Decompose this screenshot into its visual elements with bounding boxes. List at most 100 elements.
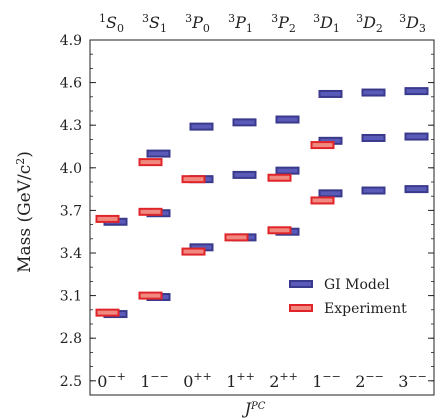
- experiment-marker: [267, 173, 292, 182]
- bottom-label-j: 3: [398, 372, 408, 391]
- top-label-sub: 1: [333, 22, 340, 35]
- top-label-sub: 1: [246, 22, 253, 35]
- y-tick-label: 3.1: [60, 289, 82, 305]
- bottom-label: 0++: [183, 370, 212, 391]
- top-label-sub: 2: [289, 22, 296, 35]
- y-axis-label: Mass (GeV/c2): [14, 151, 36, 273]
- top-label-sup: 3: [185, 12, 192, 25]
- top-label-sup: 1: [99, 12, 106, 25]
- bottom-labels: 0−+ 1−− 0++ 1++ 2++ 1−− 2−− 3−−: [97, 370, 427, 391]
- bottom-label-j: 1: [140, 372, 150, 391]
- top-label-base: P: [234, 13, 246, 32]
- top-label-sub: 0: [203, 22, 210, 35]
- top-label-base: P: [277, 13, 289, 32]
- plot-frame: [89, 39, 435, 396]
- experiment-marker: [224, 233, 249, 242]
- top-label: 3P2: [271, 12, 296, 35]
- y-tick-label: 3.7: [60, 203, 82, 219]
- bottom-label-pc: −+: [107, 370, 125, 383]
- top-label-sup: 3: [356, 12, 363, 25]
- gi-model-marker: [189, 122, 214, 131]
- bottom-label: 1−−: [140, 370, 169, 391]
- top-label-base: S: [106, 13, 117, 32]
- experiment-marker: [267, 226, 292, 235]
- bottom-label-pc: −−: [408, 370, 426, 383]
- experiment-marker: [95, 214, 120, 223]
- bottom-label-pc: ++: [236, 370, 254, 383]
- tick-layer: 2.5 2.8 3.1 3.4 3.7 4.0 4.3 4.6 4.9: [60, 33, 434, 390]
- bottom-label: 1−−: [312, 370, 341, 391]
- gi-model-marker: [404, 185, 429, 194]
- gi-model-marker: [232, 118, 257, 127]
- bottom-label-pc: ++: [193, 370, 211, 383]
- top-label-sub: 0: [117, 22, 124, 35]
- legend-label: Experiment: [324, 301, 407, 317]
- top-label-sub: 3: [419, 22, 426, 35]
- top-label: 3D3: [399, 12, 426, 35]
- top-label-sub: 2: [376, 22, 383, 35]
- gi-model-marker: [275, 115, 300, 124]
- bottom-label: 1++: [226, 370, 255, 391]
- top-label-sup: 3: [228, 12, 235, 25]
- top-label-base: D: [362, 13, 376, 32]
- bottom-label-j: 0: [97, 372, 107, 391]
- experiment-marker: [95, 308, 120, 317]
- bottom-label: 2++: [269, 370, 298, 391]
- top-label: 3S1: [142, 12, 167, 35]
- bottom-label-j: 0: [183, 372, 193, 391]
- gi-model-marker: [361, 186, 386, 195]
- gi-model-marker: [318, 189, 343, 198]
- y-tick-label: 4.3: [60, 118, 82, 134]
- top-label: 3D1: [313, 12, 340, 35]
- top-label: 3P0: [185, 12, 210, 35]
- experiment-marker: [138, 158, 163, 167]
- experiment-marker: [138, 207, 163, 216]
- top-label-sup: 3: [313, 12, 320, 25]
- bottom-label-j: 1: [312, 372, 322, 391]
- gi-model-marker: [361, 133, 386, 142]
- top-label: 3P1: [228, 12, 253, 35]
- top-label-sup: 3: [271, 12, 278, 25]
- gi-model-marker: [361, 88, 386, 97]
- bottom-label: 0−+: [97, 370, 126, 391]
- bottom-label-j: 1: [226, 372, 236, 391]
- bottom-label: 2−−: [355, 370, 384, 391]
- y-tick-label: 2.8: [60, 331, 82, 347]
- top-label-base: P: [191, 13, 203, 32]
- bottom-label-j: 2: [355, 372, 365, 391]
- gi-model-marker: [275, 166, 300, 175]
- experiment-marker: [181, 247, 206, 256]
- experiment-marker: [138, 291, 163, 300]
- bottom-label-pc: −−: [365, 370, 383, 383]
- y-tick-label: 4.0: [60, 161, 82, 177]
- legend-label: GI Model: [324, 277, 390, 293]
- top-label: 1S0: [99, 12, 124, 35]
- gi-model-marker: [404, 87, 429, 96]
- gi-model-marker: [232, 170, 257, 179]
- legend: GI Model Experiment: [289, 277, 407, 317]
- legend-swatch: [289, 280, 313, 288]
- y-tick-label: 4.9: [60, 33, 82, 49]
- experiment-marker: [181, 175, 206, 184]
- top-label-sup: 3: [142, 12, 149, 25]
- y-tick-label: 3.4: [60, 246, 82, 262]
- y-tick-label: 4.6: [60, 76, 82, 92]
- gi-model-marker: [404, 132, 429, 141]
- bottom-label-pc: −−: [322, 370, 340, 383]
- gi-model-marker: [318, 89, 343, 98]
- bottom-label-j: 2: [269, 372, 279, 391]
- legend-swatch: [289, 304, 313, 312]
- top-label-base: S: [149, 13, 160, 32]
- top-label-base: D: [319, 13, 333, 32]
- gi-model-marker: [146, 149, 171, 158]
- top-label-sub: 1: [160, 22, 167, 35]
- bottom-label: 3−−: [398, 370, 427, 391]
- bottom-label-pc: −−: [150, 370, 168, 383]
- experiment-marker: [310, 141, 335, 150]
- data-markers: [95, 87, 429, 319]
- top-label: 3D2: [356, 12, 383, 35]
- experiment-marker: [310, 196, 335, 205]
- y-tick-label: 2.5: [60, 374, 82, 390]
